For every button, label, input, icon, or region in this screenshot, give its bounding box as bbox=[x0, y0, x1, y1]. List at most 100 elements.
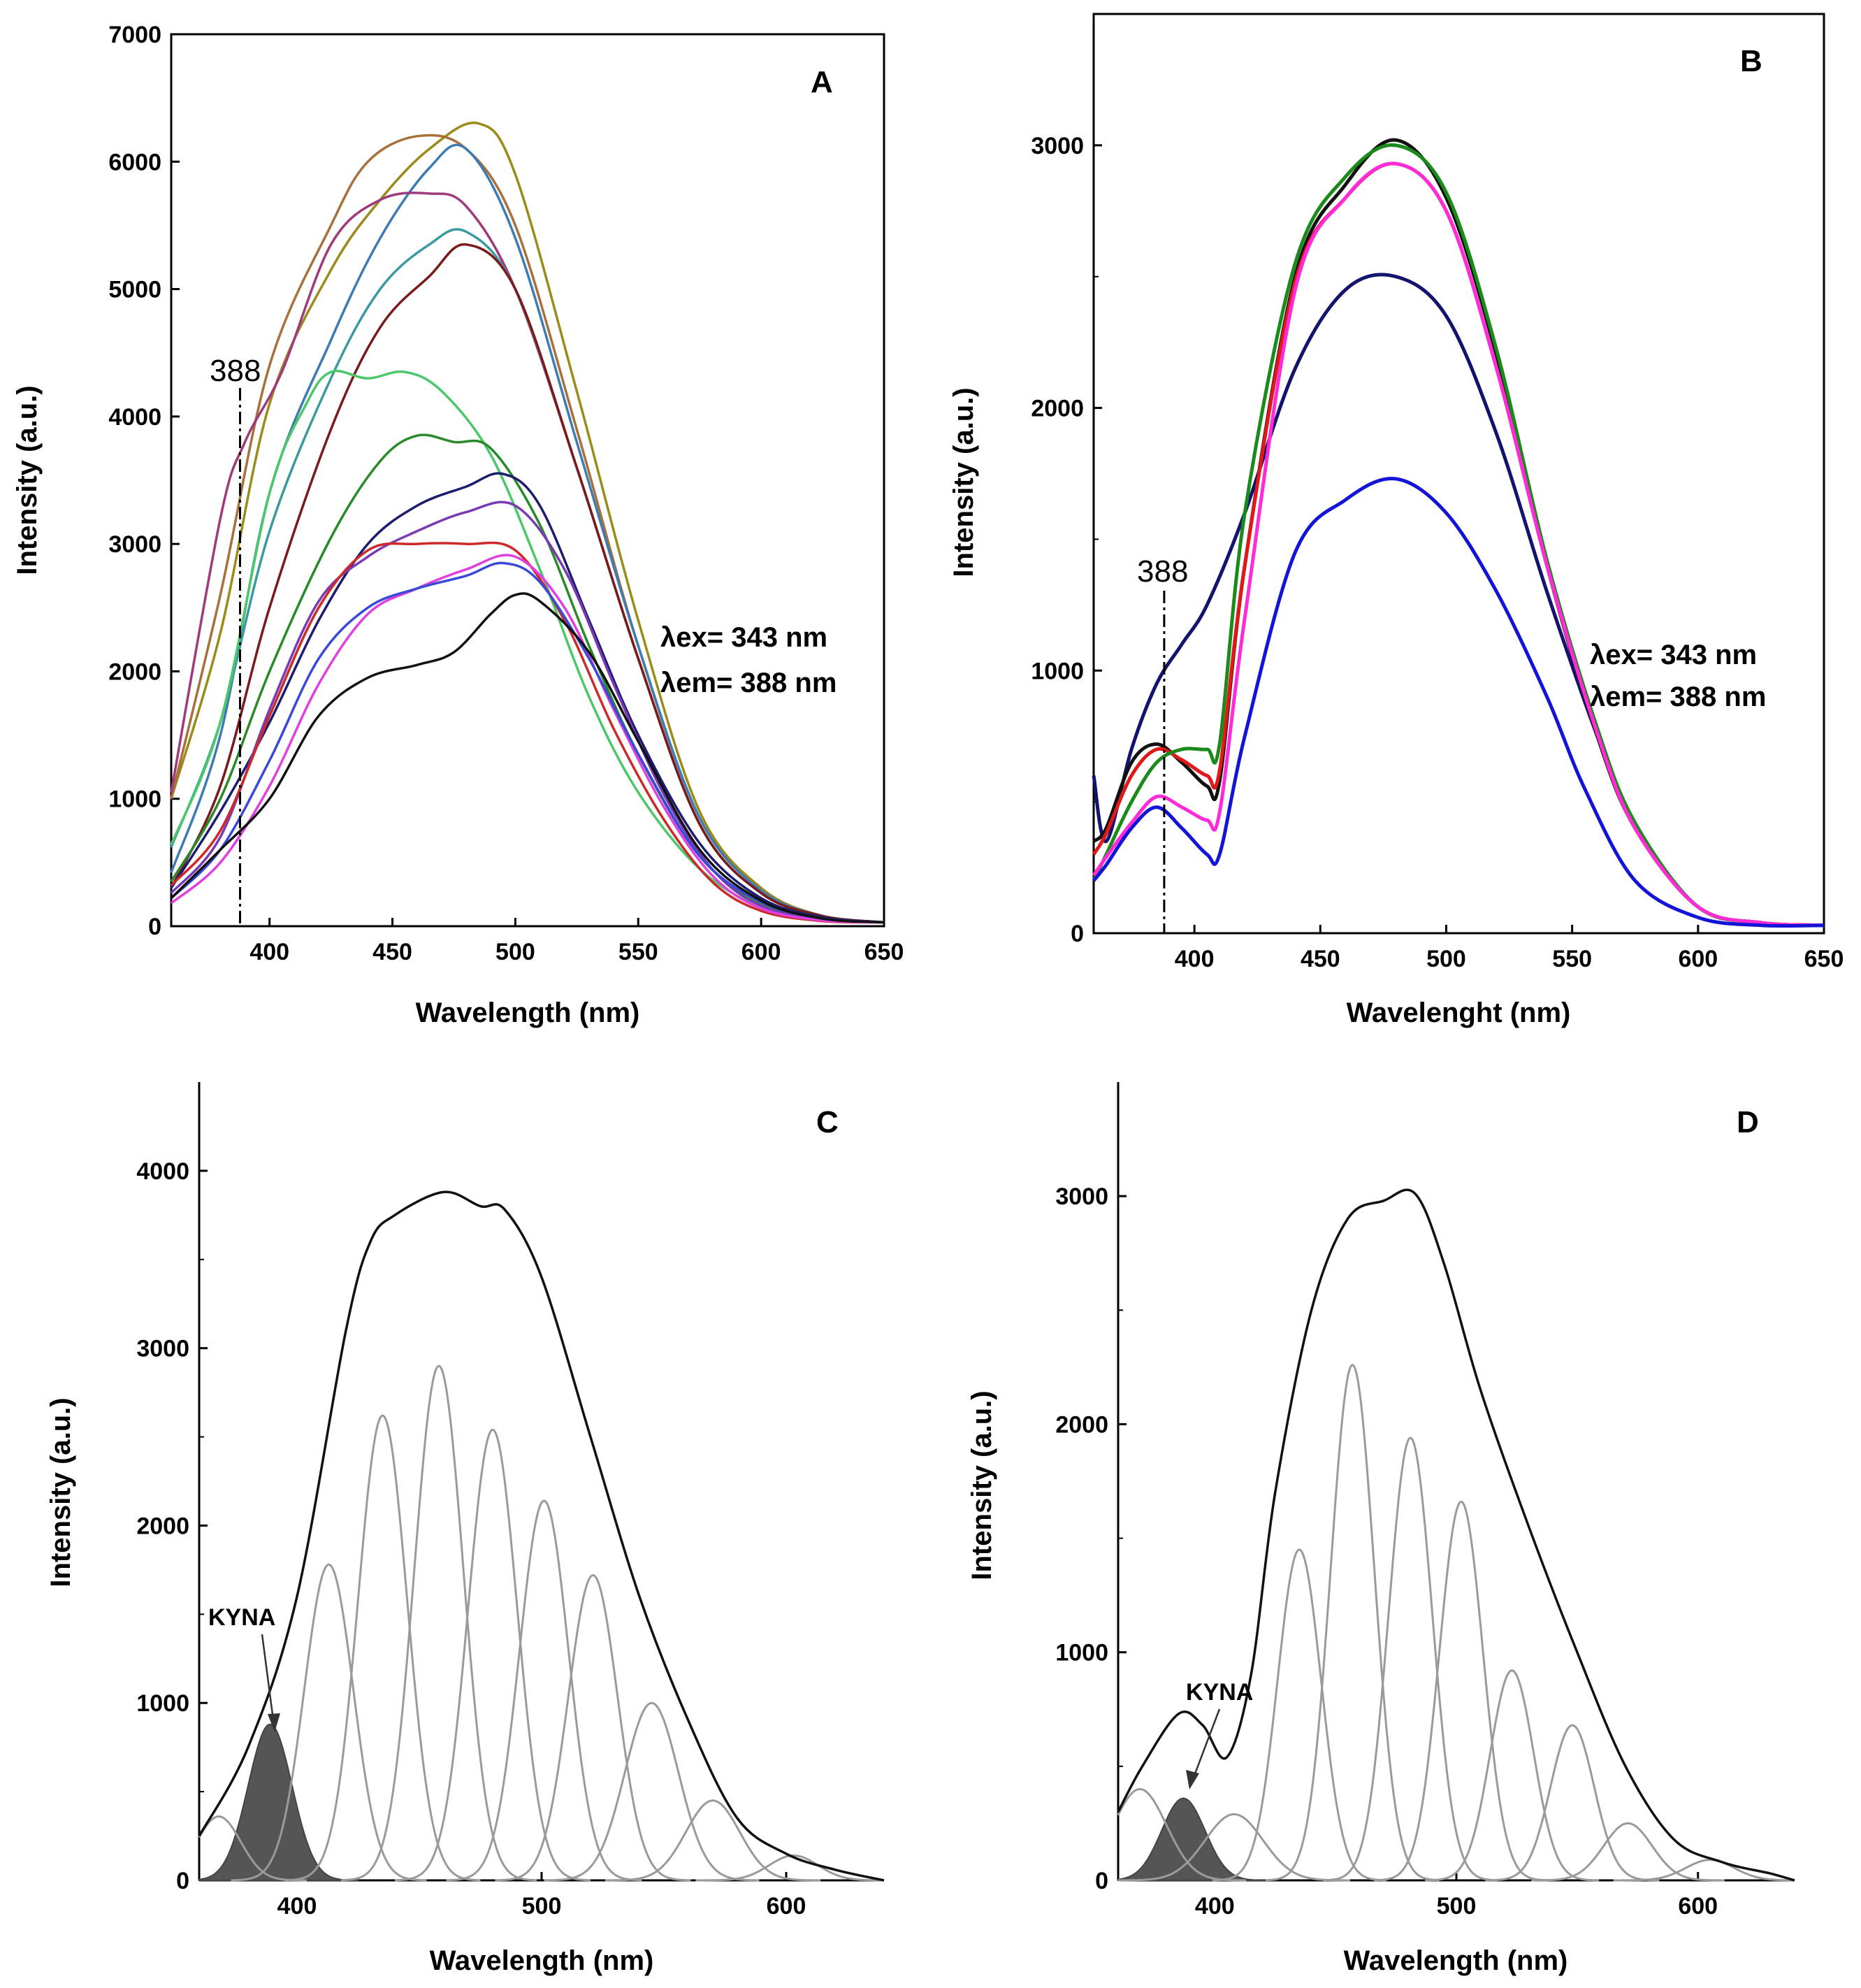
panel-a-x-tick-label: 500 bbox=[495, 939, 535, 965]
component-peak-5 bbox=[394, 1428, 591, 1882]
component-peak-2 bbox=[231, 1563, 427, 1882]
component-peak-3 bbox=[1212, 1548, 1386, 1882]
series-line-black bbox=[1092, 138, 1825, 928]
panel-a-y-ticks: 0 1000 2000 3000 4000 5000 6000 7000 bbox=[108, 22, 180, 940]
panel-c-plot bbox=[198, 1190, 885, 1882]
series-line-red bbox=[170, 541, 885, 924]
component-peak-6 bbox=[446, 1499, 642, 1882]
series-line-black bbox=[170, 592, 885, 924]
panel-d-y-tick-label: 3000 bbox=[1055, 1183, 1108, 1210]
panel-d-y-tick-label: 0 bbox=[1095, 1868, 1108, 1894]
panel-a-y-tick-label: 2000 bbox=[108, 658, 161, 685]
panel-a-y-tick-label: 6000 bbox=[108, 149, 161, 175]
panel-b-x-axis-title: Wavelenght (nm) bbox=[1347, 997, 1571, 1028]
panel-a-letter: A bbox=[811, 65, 833, 99]
component-peak-6 bbox=[1374, 1500, 1549, 1882]
panel-b-y-ticks: 0 1000 2000 3000 bbox=[1031, 133, 1102, 947]
panel-c-y-ticks: 0 1000 2000 3000 4000 bbox=[136, 1158, 208, 1894]
series-line-blue bbox=[1092, 477, 1825, 928]
panel-a-x-tick-label: 550 bbox=[618, 939, 658, 965]
envelope-line bbox=[1117, 1188, 1795, 1882]
panel-a-x-tick-label: 450 bbox=[372, 939, 412, 965]
component-peak-9 bbox=[604, 1799, 821, 1882]
panel-d-kyna-label: KYNA bbox=[1186, 1679, 1253, 1706]
panel-c-x-tick-label: 600 bbox=[767, 1893, 806, 1919]
panel-a-y-tick-label: 1000 bbox=[108, 786, 161, 813]
panel-c-x-ticks: 400 500 600 bbox=[277, 1872, 806, 1919]
panel-c-axes bbox=[198, 1082, 884, 1882]
panel-b-y-tick-label: 2000 bbox=[1031, 396, 1084, 422]
panel-c-y-tick-label: 0 bbox=[176, 1868, 189, 1894]
panel-d-x-tick-label: 500 bbox=[1437, 1893, 1477, 1919]
panel-a-y-axis-title: Intensity (a.u.) bbox=[12, 385, 43, 575]
panel-c-y-axis-title: Intensity (a.u.) bbox=[45, 1397, 76, 1587]
panel-d-y-tick-label: 1000 bbox=[1055, 1640, 1108, 1666]
panel-d-letter: D bbox=[1737, 1105, 1759, 1139]
panel-a-frame bbox=[170, 33, 885, 928]
panel-b-x-tick-label: 550 bbox=[1552, 946, 1592, 972]
panel-a-x-tick-label: 400 bbox=[249, 939, 289, 965]
panel-a-y-tick-label: 4000 bbox=[108, 404, 161, 431]
series-line-red bbox=[1092, 161, 1825, 928]
component-peak-3 bbox=[284, 1414, 481, 1882]
panel-b-letter: B bbox=[1740, 44, 1762, 78]
panel-c-y-tick-label: 3000 bbox=[136, 1336, 189, 1362]
panel-b-x-tick-label: 450 bbox=[1301, 946, 1340, 972]
component-peak-2 bbox=[1117, 1813, 1350, 1882]
panel-d: 0 1000 2000 3000 400 500 600 D KYNA Wavelengt… bbox=[966, 1082, 1795, 1976]
panel-c-kyna-arrow bbox=[261, 1634, 280, 1732]
panel-d-plot bbox=[1117, 1188, 1795, 1882]
panel-b-y-tick-label: 0 bbox=[1071, 921, 1084, 947]
panel-a-y-tick-label: 5000 bbox=[108, 277, 161, 303]
panel-d-x-axis-title: Wavelength (nm) bbox=[1344, 1945, 1568, 1976]
panel-c-y-tick-label: 4000 bbox=[136, 1158, 189, 1185]
series-line-blue bbox=[170, 561, 885, 924]
panel-c: 0 1000 2000 3000 4000 400 500 600 C KYNA Wavel… bbox=[45, 1082, 885, 1976]
series-line-violet bbox=[170, 500, 885, 924]
envelope-line bbox=[198, 1190, 885, 1882]
panel-d-x-tick-label: 400 bbox=[1195, 1893, 1235, 1919]
series-line-light-green bbox=[170, 369, 885, 924]
panel-b-y-axis-title: Intensity (a.u.) bbox=[948, 387, 979, 577]
series-line-green bbox=[1092, 143, 1825, 928]
panel-c-x-tick-label: 500 bbox=[522, 1893, 562, 1919]
series-line-dark-red bbox=[170, 243, 885, 924]
component-peak-8 bbox=[1485, 1724, 1660, 1882]
component-peak-5 bbox=[1323, 1436, 1498, 1882]
kyna-peak bbox=[1117, 1797, 1270, 1881]
panel-d-y-axis-title: Intensity (a.u.) bbox=[966, 1390, 997, 1580]
panel-b-lambda-em: λem= 388 nm bbox=[1590, 682, 1766, 712]
panel-b-x-tick-label: 650 bbox=[1804, 946, 1844, 972]
component-peak-8 bbox=[544, 1701, 760, 1882]
panel-a: 0 1000 2000 3000 4000 5000 6000 7000 400 450 500 5… bbox=[12, 22, 904, 1028]
component-peak-9 bbox=[1531, 1822, 1725, 1882]
series-line-navy bbox=[170, 472, 885, 924]
panel-d-kyna-arrow bbox=[1186, 1708, 1221, 1789]
series-line-navy bbox=[1092, 273, 1825, 928]
component-peak-7 bbox=[495, 1573, 691, 1882]
panel-b-x-tick-label: 500 bbox=[1426, 946, 1466, 972]
panel-b-x-tick-label: 600 bbox=[1678, 946, 1718, 972]
panel-a-x-tick-label: 650 bbox=[864, 939, 904, 965]
panel-d-y-ticks: 0 1000 2000 3000 bbox=[1055, 1183, 1127, 1894]
panel-c-x-tick-label: 400 bbox=[277, 1893, 317, 1919]
panel-b-x-tick-label: 400 bbox=[1175, 946, 1215, 972]
panel-d-axes bbox=[1117, 1082, 1795, 1882]
panel-b-series bbox=[1092, 138, 1825, 928]
panel-c-x-axis-title: Wavelength (nm) bbox=[430, 1945, 654, 1976]
panel-b-marker-label: 388 bbox=[1137, 554, 1188, 589]
panel-a-series bbox=[170, 121, 885, 924]
panel-a-x-ticks: 400 450 500 550 600 650 bbox=[249, 918, 904, 965]
panel-a-lambda-ex: λex= 343 nm bbox=[660, 622, 827, 653]
component-peak-4 bbox=[1265, 1364, 1440, 1882]
panel-b-x-ticks: 400 450 500 550 600 650 bbox=[1175, 925, 1844, 972]
series-line-magenta bbox=[170, 554, 885, 924]
panel-b-y-tick-label: 3000 bbox=[1031, 133, 1084, 159]
component-peak-7 bbox=[1425, 1669, 1600, 1882]
panel-c-y-tick-label: 1000 bbox=[136, 1690, 189, 1717]
panel-c-kyna-label: KYNA bbox=[208, 1604, 275, 1631]
panel-d-x-tick-label: 600 bbox=[1678, 1893, 1718, 1919]
component-peak-10 bbox=[1613, 1859, 1795, 1882]
panel-b-y-tick-label: 1000 bbox=[1031, 658, 1084, 684]
